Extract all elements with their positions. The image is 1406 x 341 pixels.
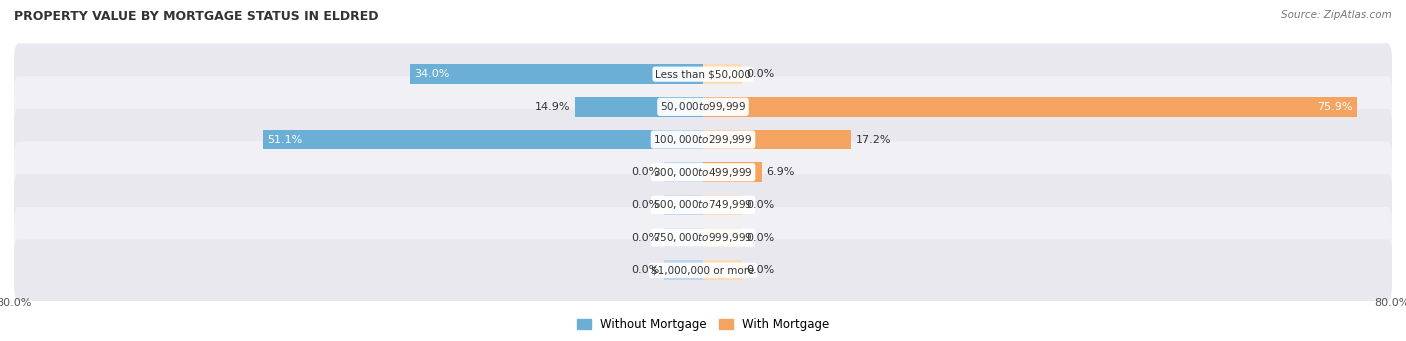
Bar [263, 130, 703, 149]
Text: $750,000 to $999,999: $750,000 to $999,999 [654, 231, 752, 244]
Text: 34.0%: 34.0% [415, 69, 450, 79]
Text: 75.9%: 75.9% [1317, 102, 1353, 112]
Text: 14.9%: 14.9% [534, 102, 571, 112]
Text: 0.0%: 0.0% [631, 200, 659, 210]
Text: 0.0%: 0.0% [747, 200, 775, 210]
FancyBboxPatch shape [14, 207, 1392, 268]
Text: PROPERTY VALUE BY MORTGAGE STATUS IN ELDRED: PROPERTY VALUE BY MORTGAGE STATUS IN ELD… [14, 10, 378, 23]
FancyBboxPatch shape [14, 76, 1392, 137]
Bar [703, 130, 851, 149]
Text: $50,000 to $99,999: $50,000 to $99,999 [659, 100, 747, 113]
Text: 17.2%: 17.2% [855, 135, 891, 145]
FancyBboxPatch shape [14, 174, 1392, 236]
Text: 0.0%: 0.0% [747, 69, 775, 79]
Bar [664, 162, 703, 182]
Text: $1,000,000 or more: $1,000,000 or more [651, 265, 755, 275]
Text: Less than $50,000: Less than $50,000 [655, 69, 751, 79]
Text: 0.0%: 0.0% [631, 167, 659, 177]
Text: 6.9%: 6.9% [766, 167, 796, 177]
Bar [703, 64, 742, 84]
Bar [703, 261, 742, 280]
Bar [703, 97, 1357, 117]
Bar [703, 195, 742, 215]
Bar [664, 261, 703, 280]
Text: 0.0%: 0.0% [631, 233, 659, 242]
FancyBboxPatch shape [14, 239, 1392, 301]
Bar [703, 228, 742, 247]
Text: $100,000 to $299,999: $100,000 to $299,999 [654, 133, 752, 146]
Text: 51.1%: 51.1% [267, 135, 302, 145]
Bar [664, 195, 703, 215]
Bar [411, 64, 703, 84]
FancyBboxPatch shape [14, 142, 1392, 203]
Text: 0.0%: 0.0% [631, 265, 659, 275]
Text: 0.0%: 0.0% [747, 233, 775, 242]
Legend: Without Mortgage, With Mortgage: Without Mortgage, With Mortgage [572, 313, 834, 336]
Text: 0.0%: 0.0% [747, 265, 775, 275]
Text: $500,000 to $749,999: $500,000 to $749,999 [654, 198, 752, 211]
Bar [575, 97, 703, 117]
Text: Source: ZipAtlas.com: Source: ZipAtlas.com [1281, 10, 1392, 20]
Bar [664, 228, 703, 247]
Bar [703, 162, 762, 182]
FancyBboxPatch shape [14, 43, 1392, 105]
Text: $300,000 to $499,999: $300,000 to $499,999 [654, 166, 752, 179]
FancyBboxPatch shape [14, 109, 1392, 170]
